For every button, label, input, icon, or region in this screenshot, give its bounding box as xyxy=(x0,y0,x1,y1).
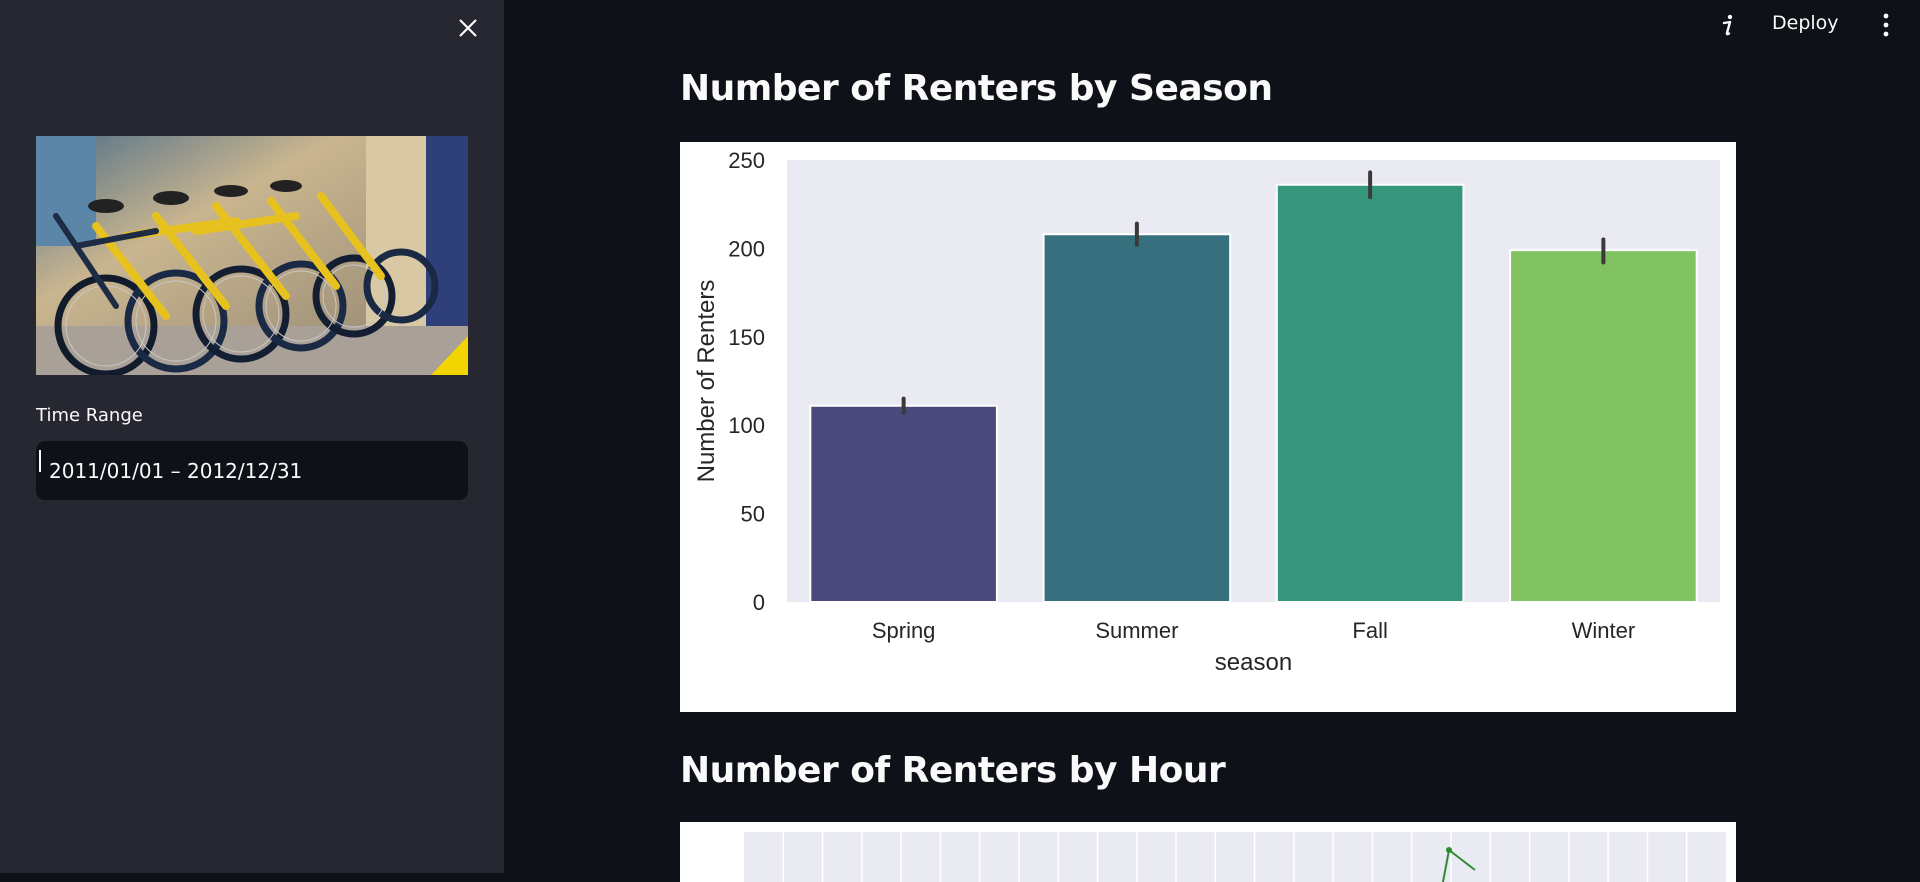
y-tick-label: 250 xyxy=(728,148,765,173)
hour-data-point xyxy=(1446,847,1452,853)
y-tick-label: 200 xyxy=(728,236,765,261)
hour-chart-title: Number of Renters by Hour xyxy=(680,750,1226,791)
season-chart-title: Number of Renters by Season xyxy=(680,68,1273,109)
x-tick-label: Winter xyxy=(1572,618,1636,643)
plot-background xyxy=(744,832,1726,882)
info-icon[interactable] xyxy=(1716,13,1740,37)
x-tick-label: Spring xyxy=(872,618,936,643)
bar-fall xyxy=(1275,183,1465,603)
text-caret xyxy=(39,450,41,472)
y-tick-label: 100 xyxy=(728,413,765,438)
time-range-value: 2011/01/01 – 2012/12/31 xyxy=(49,459,303,483)
x-tick-label: Fall xyxy=(1352,618,1387,643)
bar-winter xyxy=(1509,249,1698,603)
y-tick-label: 0 xyxy=(753,590,765,615)
time-range-label: Time Range xyxy=(36,405,143,426)
y-axis-label: Number of Renters xyxy=(693,280,720,483)
kebab-menu-icon[interactable] xyxy=(1877,12,1895,38)
y-tick-label: 50 xyxy=(741,502,765,527)
close-icon xyxy=(459,19,477,37)
sidebar: Time Range 2011/01/01 – 2012/12/31 xyxy=(0,0,504,873)
season-bar-chart: 0 50 100 150 200 250 Spring Summer Fall Winter sea… xyxy=(680,142,1736,712)
hour-line-chart xyxy=(680,822,1736,882)
time-range-date-input[interactable]: 2011/01/01 – 2012/12/31 xyxy=(36,441,468,500)
close-sidebar-button[interactable] xyxy=(452,12,484,44)
bicycles-image xyxy=(36,136,468,375)
y-tick-label: 150 xyxy=(728,325,765,350)
x-tick-label: Summer xyxy=(1095,618,1178,643)
bar-spring xyxy=(809,404,998,604)
bar-summer xyxy=(1042,233,1232,603)
x-axis-label: season xyxy=(1215,649,1292,676)
deploy-button[interactable]: Deploy xyxy=(1772,12,1839,34)
